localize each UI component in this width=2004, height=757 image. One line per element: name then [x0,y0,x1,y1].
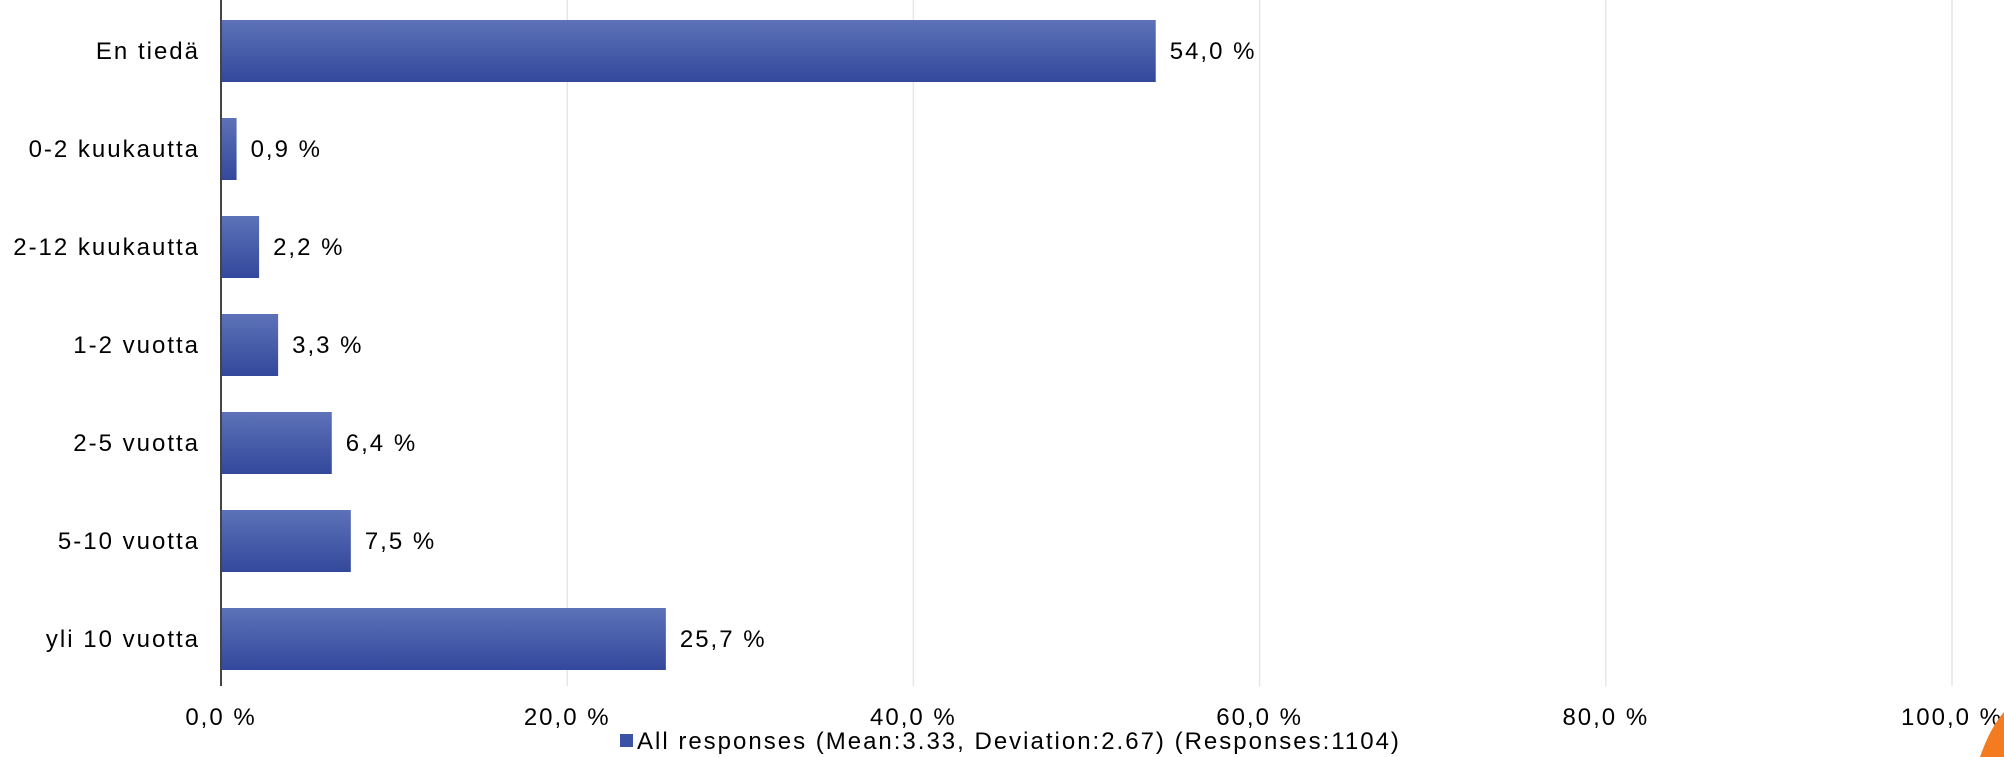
legend: All responses (Mean:3.33, Deviation:2.67… [620,728,1401,755]
bar [221,510,351,572]
bars [221,20,1156,670]
x-tick-label: 80,0 % [1562,704,1649,731]
category-label: 5-10 vuotta [58,528,200,555]
x-tick-label: 60,0 % [1216,704,1303,731]
data-label: 7,5 % [365,528,436,555]
legend-swatch [620,734,633,747]
data-label: 25,7 % [680,626,767,653]
bar [221,314,279,376]
category-label: yli 10 vuotta [46,626,200,653]
category-label: 1-2 vuotta [73,332,200,359]
category-label: 2-5 vuotta [73,430,200,457]
bar [221,118,237,180]
legend-label: All responses (Mean:3.33, Deviation:2.67… [637,728,1401,755]
bar [221,216,260,278]
corner-accent-shape [1980,712,2004,757]
data-label: 2,2 % [273,234,344,261]
category-label: 0-2 kuukautta [29,136,200,163]
x-tick-label: 40,0 % [870,704,957,731]
grid-lines [566,0,1953,686]
category-label: 2-12 kuukautta [13,234,200,261]
labels: 0,0 % 20,0 % 40,0 % 60,0 % 80,0 % 100,0 % En t… [13,38,2003,731]
data-label: 6,4 % [346,430,417,457]
x-tick-label: 20,0 % [524,704,611,731]
x-tick-label: 100,0 % [1901,704,2003,731]
data-label: 0,9 % [251,136,322,163]
bar [221,20,1156,82]
bar [221,608,666,670]
x-tick-label: 0,0 % [185,704,256,731]
data-label: 54,0 % [1170,38,1257,65]
data-label: 3,3 % [292,332,363,359]
category-label: En tiedä [96,38,200,65]
bar [221,412,332,474]
